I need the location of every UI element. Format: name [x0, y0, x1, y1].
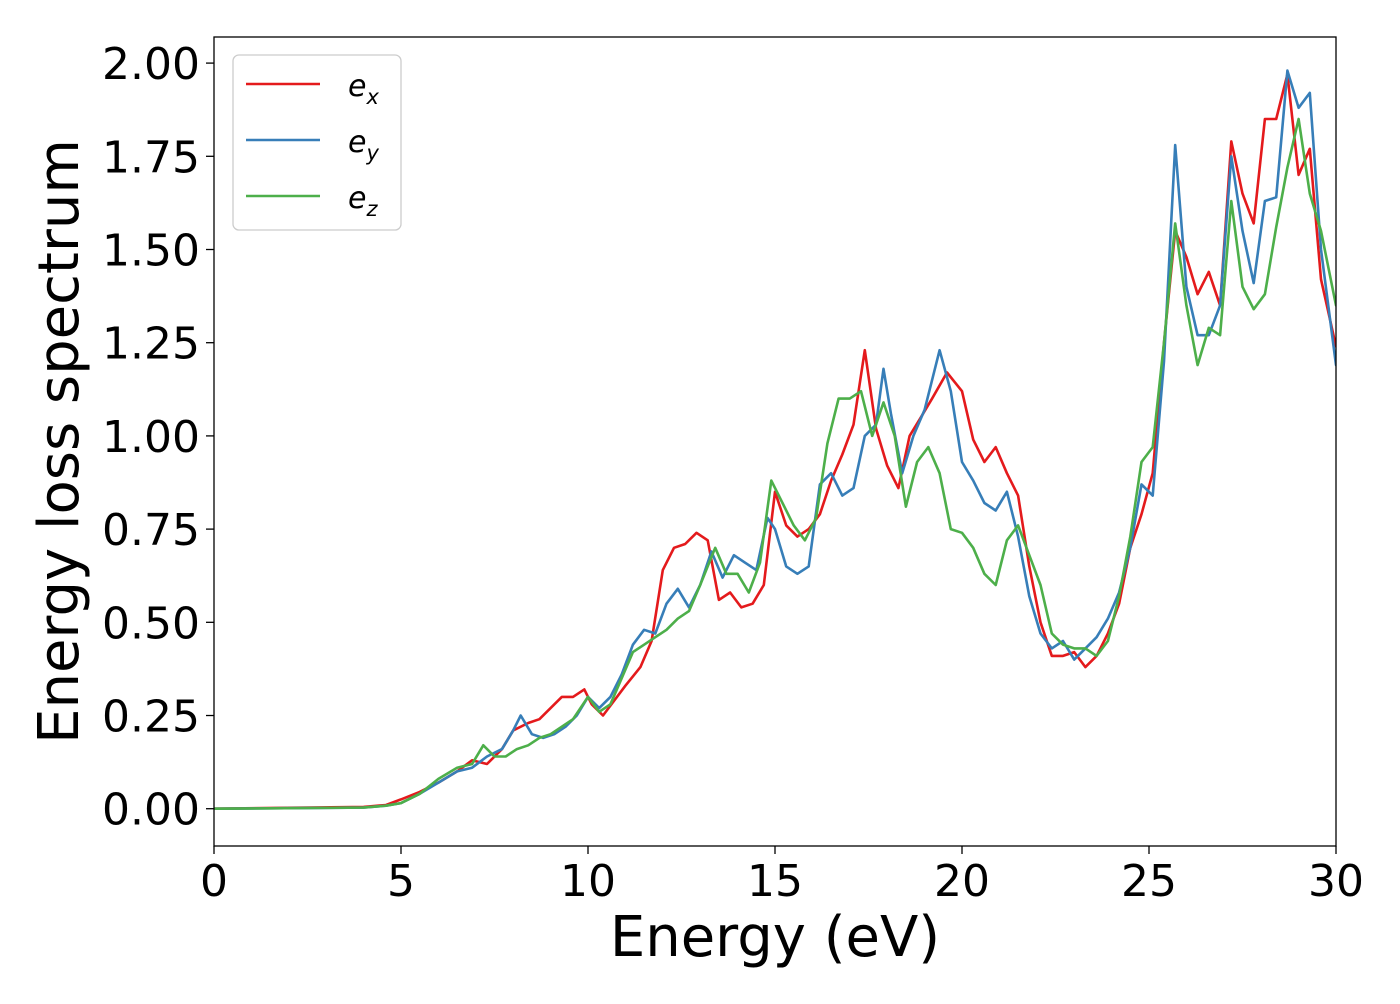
legend-label-subscript: z — [365, 197, 378, 221]
y-tick-label: 2.00 — [102, 39, 200, 90]
y-tick-label: 1.75 — [102, 132, 200, 183]
y-tick-label: 1.25 — [102, 319, 200, 370]
y-axis-title: Energy loss spectrum — [27, 139, 92, 744]
legend-box — [232, 54, 402, 231]
x-axis: 0 5 10 15 20 25 30 — [200, 846, 1364, 907]
x-tick-label: 10 — [560, 856, 616, 907]
x-tick-label: 30 — [1308, 856, 1364, 907]
x-tick-label: 25 — [1121, 856, 1177, 907]
x-tick-label: 20 — [934, 856, 990, 907]
series-line-e-x — [214, 73, 1336, 810]
y-tick-label: 0.00 — [102, 785, 200, 836]
y-tick-label: 0.25 — [102, 692, 200, 743]
x-tick-label: 15 — [747, 856, 803, 907]
legend-label: ey — [348, 125, 379, 165]
legend-label-subscript: x — [365, 85, 379, 109]
legend-label-base: e — [348, 181, 366, 216]
legend-label-base: e — [348, 69, 366, 104]
y-tick-label: 1.50 — [102, 226, 200, 277]
y-tick-label: 0.75 — [102, 505, 200, 556]
y-axis: 0.00 0.25 0.50 0.75 1.00 1.25 1.50 1.75 2.00 — [102, 39, 214, 836]
y-tick-label: 1.00 — [102, 412, 200, 463]
x-tick-label: 0 — [200, 856, 228, 907]
y-tick-label: 0.50 — [102, 598, 200, 649]
x-axis-title: Energy (eV) — [610, 905, 940, 970]
series-line-e-z — [214, 117, 1336, 810]
legend-label-subscript: y — [365, 141, 379, 165]
x-tick-label: 5 — [387, 856, 415, 907]
series-lines — [214, 69, 1336, 810]
legend-label-base: e — [348, 125, 366, 160]
legend-label: ez — [348, 181, 378, 221]
series-line-e-y — [214, 69, 1336, 810]
legend-label: ex — [348, 69, 379, 109]
